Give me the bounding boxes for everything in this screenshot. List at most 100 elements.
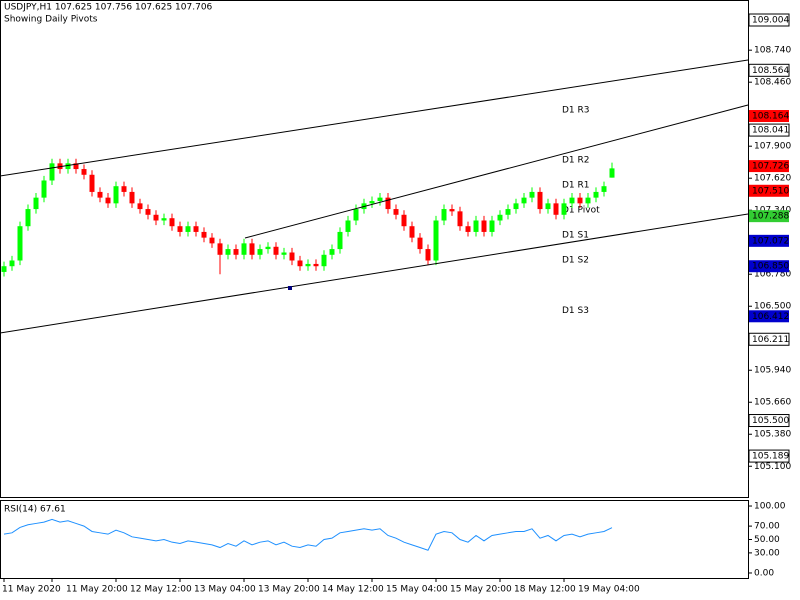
pivot-label: 106.412 — [752, 312, 789, 322]
candle-body — [481, 220, 487, 232]
trend-line — [0, 59, 749, 177]
candle-body — [561, 203, 567, 215]
marks — [1, 158, 615, 551]
anchor-point — [288, 286, 292, 290]
candle-body — [177, 226, 183, 232]
candle-body — [497, 214, 503, 221]
pivot-box — [749, 210, 789, 223]
candle-body — [81, 169, 87, 175]
candle-body — [73, 163, 79, 170]
candle-body — [249, 243, 255, 255]
pivot-label: 107.072 — [752, 236, 789, 246]
candle-body — [169, 218, 175, 227]
candle-body — [297, 260, 303, 267]
candle-body — [601, 186, 607, 192]
x-tick-label: 12 May 12:00 — [130, 585, 192, 595]
chart-title: USDJPY,H1 107.625 107.756 107.625 107.70… — [4, 3, 213, 13]
candle-body — [529, 191, 535, 198]
rsi-line — [3, 518, 613, 551]
pivot-name: D1 S1 — [562, 230, 589, 240]
candle-body — [289, 252, 295, 261]
x-tick-label: 13 May 20:00 — [258, 585, 320, 595]
y-tick-label: 105.100 — [754, 462, 791, 472]
candle-body — [513, 203, 519, 210]
candle-body — [153, 214, 159, 221]
y-tick-label: 70.00 — [754, 522, 780, 532]
candle-body — [65, 163, 71, 170]
pivot-name: D1 R1 — [562, 180, 590, 190]
level-label: 106.211 — [752, 335, 789, 345]
candle-body — [201, 231, 207, 238]
candle-body — [433, 220, 439, 261]
candle-body — [345, 220, 351, 232]
candle-body — [585, 197, 591, 204]
x-tick-label: 14 May 12:00 — [322, 585, 384, 595]
candle-body — [401, 214, 407, 227]
candle-body — [545, 203, 551, 210]
x-tick-label: 15 May 04:00 — [386, 585, 448, 595]
level-label: 109.004 — [752, 16, 789, 26]
candle-body — [1, 266, 7, 272]
candle-body — [113, 186, 119, 204]
y-tick-label: 108.740 — [754, 46, 791, 56]
level-label: 105.500 — [752, 416, 789, 426]
candle-body — [441, 209, 447, 221]
candle-body — [353, 209, 359, 221]
pivot-label: 107.288 — [752, 212, 789, 222]
candle-body — [369, 201, 375, 204]
y-tick-label: 107.620 — [754, 174, 791, 184]
level-label: 105.189 — [752, 452, 789, 462]
level-box — [748, 414, 790, 428]
candle-body — [553, 203, 559, 215]
y-tick-label: 105.380 — [754, 430, 791, 440]
candle-body — [505, 209, 511, 215]
candle-body — [305, 263, 311, 267]
candle-body — [9, 260, 15, 267]
candle-body — [89, 174, 95, 192]
candle-body — [121, 186, 127, 192]
pivot-box — [749, 160, 789, 173]
pivot-label: 107.726 — [752, 162, 789, 172]
candle-body — [273, 246, 279, 255]
pivot-name: D1 S3 — [562, 306, 589, 316]
candle-body — [425, 249, 431, 261]
y-tick-label: 106.780 — [754, 270, 791, 280]
candle-body — [241, 243, 247, 255]
candle-body — [17, 226, 23, 261]
candle-body — [609, 168, 615, 178]
candle-body — [105, 197, 111, 204]
candle-body — [449, 209, 455, 212]
pivot-label: 108.164 — [752, 112, 789, 122]
candle-body — [161, 218, 167, 221]
x-tick-label: 19 May 04:00 — [578, 585, 640, 595]
level-box — [748, 449, 790, 463]
candle-body — [377, 197, 383, 202]
candle-body — [97, 191, 103, 198]
level-box — [748, 13, 790, 27]
axis: 11 May 2020 11 May 20:00 12 May 12:00 13 Ma… — [2, 13, 791, 595]
candle-body — [569, 197, 575, 204]
x-tick-label: 11 May 2020 — [2, 585, 61, 595]
candle-body — [537, 191, 543, 210]
candle-body — [321, 254, 327, 267]
pivot-box — [749, 260, 789, 273]
candle-body — [409, 226, 415, 238]
trend-line — [244, 104, 749, 239]
y-tick-label: 100.00 — [754, 502, 786, 512]
candle-body — [129, 191, 135, 204]
grid: D1 R3 D1 R2 D1 R1 D1 Pivot D1 S1 D1 S2 D1 S3 — [562, 106, 600, 316]
candle-body — [329, 249, 335, 255]
chart-subtitle: Showing Daily Pivots — [4, 15, 98, 25]
y-tick-label: 108.460 — [754, 78, 791, 88]
candle-body — [33, 197, 39, 210]
candle-body — [209, 237, 215, 244]
level-box — [748, 332, 790, 346]
candle-body — [473, 220, 479, 232]
x-tick-label: 11 May 20:00 — [66, 585, 128, 595]
candle-body — [145, 209, 151, 215]
level-label: 108.564 — [752, 66, 789, 76]
y-tick-label: 30.00 — [754, 548, 780, 558]
candle-body — [593, 191, 599, 198]
x-tick-label: 15 May 20:00 — [450, 585, 512, 595]
